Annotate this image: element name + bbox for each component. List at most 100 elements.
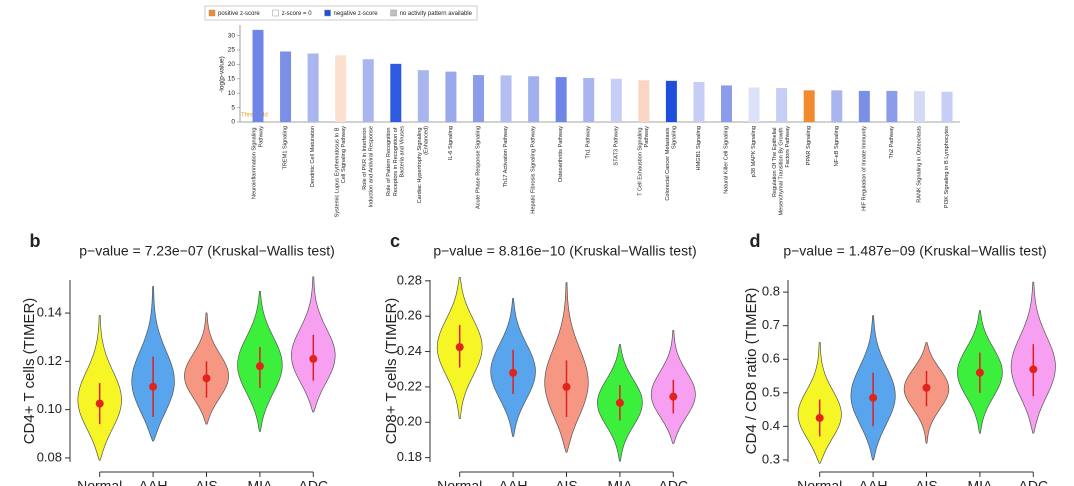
x-tick-label: Systemic Lupus Erythematosus In B Cell S…: [335, 126, 348, 218]
x-tick-label: AAH: [859, 478, 888, 486]
x-tick-label: IL-6 Signaling: [448, 126, 454, 160]
chart-title: p−value = 8.816e−10 (Kruskal−Wallis test…: [433, 243, 696, 259]
mean-point: [869, 393, 878, 402]
x-tick-label: T Cell Exhaustion Signaling Pathway: [638, 126, 651, 196]
x-tick-label: Normal: [437, 478, 482, 486]
y-tick-label: 0.7: [762, 317, 780, 332]
legend-label: z-score = 0: [282, 11, 313, 17]
mean-point: [202, 374, 211, 383]
y-tick-label: 25: [228, 47, 236, 54]
y-tick-label: 0.14: [37, 304, 62, 319]
x-tick-label: Neuroinflammation Signaling Pathway: [252, 126, 265, 199]
x-tick-label: Hepatic Fibrosis Signaling Pathway: [531, 126, 537, 214]
legend-swatch: [208, 9, 216, 17]
x-tick-label: MIA: [967, 478, 993, 486]
legend-swatch: [324, 9, 331, 17]
x-tick-label: Dendritic Cell Maturation: [311, 126, 317, 187]
chart-title: p−value = 7.23e−07 (Kruskal−Wallis test): [79, 243, 335, 259]
x-tick-label: MIA: [247, 478, 273, 486]
bar: [748, 87, 760, 122]
y-tick-label: 0: [231, 119, 235, 126]
y-axis-label: CD4 / CD8 ratio (TIMER): [743, 288, 760, 455]
x-tick-label: Normal: [77, 478, 122, 486]
bar: [500, 75, 512, 122]
mean-point: [815, 413, 824, 422]
x-tick-label: NF-κB Signaling: [834, 126, 840, 166]
x-tick-label: PI3K Signaling in B Lymphocytes: [944, 126, 950, 208]
x-tick-label: PPAR Signaling: [807, 126, 813, 165]
x-tick-label: Natural Killer Cell Signaling: [724, 126, 730, 194]
bar: [307, 53, 319, 122]
x-tick-label: Th2 Pathway: [889, 126, 895, 159]
x-tick-label: Role of PKR in Interferon Induction and …: [362, 126, 375, 207]
y-tick-label: 0.18: [397, 449, 422, 464]
bar: [280, 51, 292, 122]
bar: [665, 80, 677, 122]
bar: [831, 90, 843, 122]
bar: [693, 81, 705, 122]
x-tick-label: Th17 Activation Pathway: [504, 126, 510, 187]
x-tick-label: HMGB1 Signaling: [696, 126, 702, 170]
y-axis-label: CD8+ T cells (TIMER): [383, 298, 400, 445]
bar: [858, 90, 870, 122]
bar: [610, 78, 622, 122]
y-tick-label: 0.28: [397, 272, 422, 287]
chart-title: p−value = 1.487e−09 (Kruskal−Wallis test…: [783, 243, 1046, 259]
legend: positive z-score z-score = 0 negative z-sc…: [204, 5, 478, 21]
x-tick-label: HIF Regulation of Innate Immunity: [862, 126, 868, 211]
bar: [886, 90, 898, 122]
x-tick-label: Colorectal Cancer Metastasis Signaling: [666, 126, 679, 201]
y-tick-label: 0.8: [762, 284, 780, 299]
x-tick-label: Cardiac Hypertrophy Signaling (Enhanced): [418, 126, 431, 204]
mean-point: [615, 398, 624, 407]
mean-point: [255, 362, 264, 371]
y-axis-label: CD4+ T cells (TIMER): [21, 298, 38, 445]
mean-point: [455, 343, 464, 352]
x-tick-label: ADC: [659, 478, 689, 486]
bar: [252, 29, 264, 123]
legend-frame: [204, 5, 478, 21]
bar: [390, 63, 402, 122]
y-tick-label: 0.10: [37, 401, 62, 416]
x-tick-label: Role of Pattern Recognition Receptors in…: [387, 126, 406, 196]
bar: [445, 71, 457, 122]
bar: [941, 91, 953, 122]
x-tick-label: AAH: [499, 478, 528, 486]
x-tick-label: ADC: [1019, 478, 1049, 486]
mean-point: [309, 354, 318, 363]
bar: [555, 77, 567, 122]
bar: [362, 59, 374, 122]
x-tick-label: Th1 Pathway: [586, 126, 592, 159]
bar: [803, 90, 815, 122]
panel-letter: c: [390, 231, 400, 251]
y-tick-label: 0.5: [762, 384, 780, 399]
x-tick-label: AIS: [915, 478, 938, 486]
bar: [913, 91, 925, 122]
mean-point: [562, 382, 571, 391]
x-tick-label: TREM1 Signaling: [283, 126, 289, 170]
x-tick-label: Normal: [797, 478, 842, 486]
legend-swatch: [272, 9, 279, 17]
x-tick-label: Acute Phase Response Signaling: [476, 126, 482, 209]
bar: [776, 88, 788, 122]
bar: [528, 76, 540, 122]
mean-point: [669, 392, 678, 401]
y-tick-label: 30: [228, 32, 236, 39]
y-tick-label: 15: [228, 76, 236, 83]
legend-label: no activity pattern available: [400, 11, 473, 17]
x-tick-label: STAT3 Pathway: [614, 126, 620, 166]
x-tick-label: AIS: [555, 478, 578, 486]
x-tick-label: p38 MAPK Signaling: [752, 126, 758, 177]
y-axis-label: -log(p-value): [219, 56, 226, 93]
legend-label: negative z-score: [334, 11, 379, 17]
bar: [417, 70, 429, 122]
x-tick-label: AIS: [195, 478, 218, 486]
y-tick-label: 0.20: [397, 414, 422, 429]
y-tick-label: 0.3: [762, 451, 780, 466]
x-tick-label: Regulation Of The Epithelial Mesenchymal…: [773, 126, 792, 216]
mean-point: [509, 368, 518, 377]
y-tick-label: 0.4: [762, 418, 780, 433]
bar: [472, 75, 484, 122]
panel-letter: d: [750, 231, 761, 251]
y-tick-label: 0.08: [37, 449, 62, 464]
